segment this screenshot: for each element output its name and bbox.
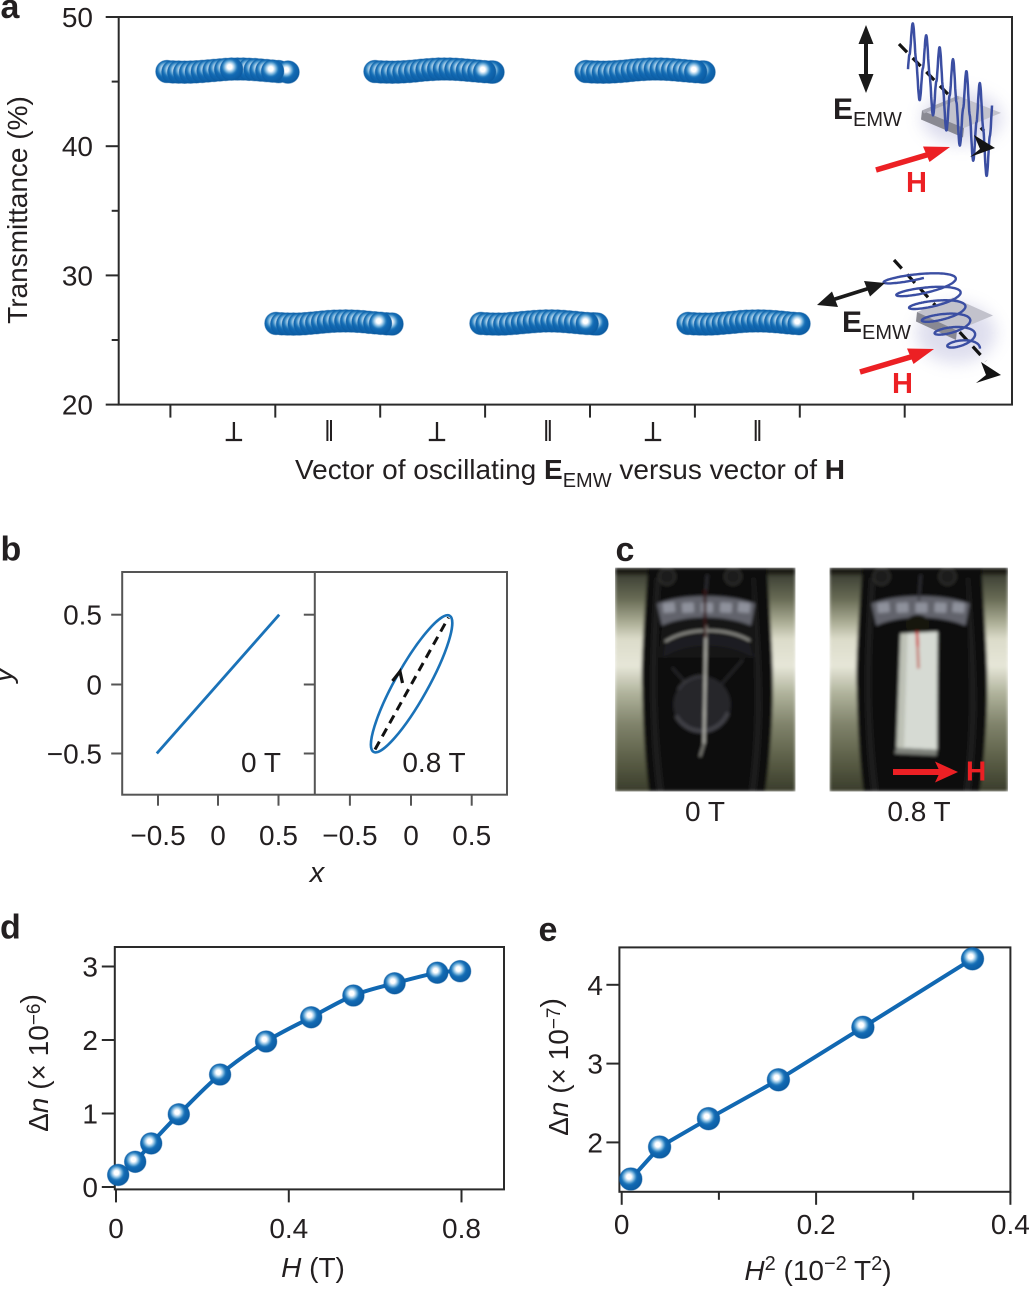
svg-text:−0.5: −0.5	[47, 739, 102, 770]
svg-text:H: H	[966, 756, 986, 787]
svg-text:0: 0	[614, 1209, 630, 1240]
svg-text:2: 2	[82, 1025, 98, 1056]
svg-text:Vector of oscillating EEMW ver: Vector of oscillating EEMW versus vector…	[295, 454, 845, 492]
svg-text:0.5: 0.5	[452, 820, 491, 851]
svg-text:0: 0	[82, 1172, 98, 1203]
svg-text:2: 2	[587, 1127, 603, 1158]
svg-text:0.5: 0.5	[259, 820, 298, 851]
svg-text:−0.5: −0.5	[322, 820, 377, 851]
svg-text:0: 0	[86, 670, 102, 701]
svg-text:H2 (10−2 T2): H2 (10−2 T2)	[744, 1253, 891, 1286]
svg-text:−0.5: −0.5	[130, 820, 185, 851]
svg-text:Δn (× 10−7): Δn (× 10−7)	[535, 998, 574, 1136]
svg-text:40: 40	[62, 131, 93, 162]
svg-text:0: 0	[210, 820, 226, 851]
svg-text:x: x	[308, 857, 326, 889]
svg-text:H: H	[906, 167, 927, 199]
svg-text:0.8 T: 0.8 T	[887, 796, 950, 827]
svg-text:0.4: 0.4	[991, 1209, 1030, 1240]
svg-text:0: 0	[108, 1213, 124, 1244]
svg-text:c: c	[616, 531, 635, 569]
svg-text:Transmittance (%): Transmittance (%)	[2, 96, 33, 324]
svg-text:30: 30	[62, 260, 93, 291]
svg-text:EEMW: EEMW	[833, 93, 902, 131]
svg-text:a: a	[1, 0, 21, 26]
svg-text:H: H	[892, 368, 913, 400]
svg-text:Δn (× 10−6): Δn (× 10−6)	[15, 994, 54, 1132]
svg-text:0.5: 0.5	[63, 600, 102, 631]
svg-text:0.8 T: 0.8 T	[402, 747, 465, 778]
svg-text:0: 0	[403, 820, 419, 851]
svg-text:20: 20	[62, 390, 93, 421]
svg-text:3: 3	[587, 1049, 603, 1080]
svg-text:0.8: 0.8	[442, 1213, 481, 1244]
svg-text:4: 4	[587, 970, 603, 1001]
svg-text:y: y	[0, 666, 19, 684]
svg-text:0 T: 0 T	[241, 747, 281, 778]
svg-text:d: d	[0, 909, 21, 947]
svg-text:50: 50	[62, 2, 93, 33]
svg-text:3: 3	[82, 952, 98, 983]
svg-text:0 T: 0 T	[685, 796, 725, 827]
svg-text:H (T): H (T)	[281, 1252, 345, 1283]
svg-text:1: 1	[82, 1099, 98, 1130]
svg-text:0.4: 0.4	[269, 1213, 308, 1244]
svg-text:e: e	[539, 911, 558, 949]
svg-text:b: b	[1, 531, 22, 569]
svg-text:EEMW: EEMW	[842, 306, 911, 344]
svg-text:0.2: 0.2	[797, 1209, 836, 1240]
